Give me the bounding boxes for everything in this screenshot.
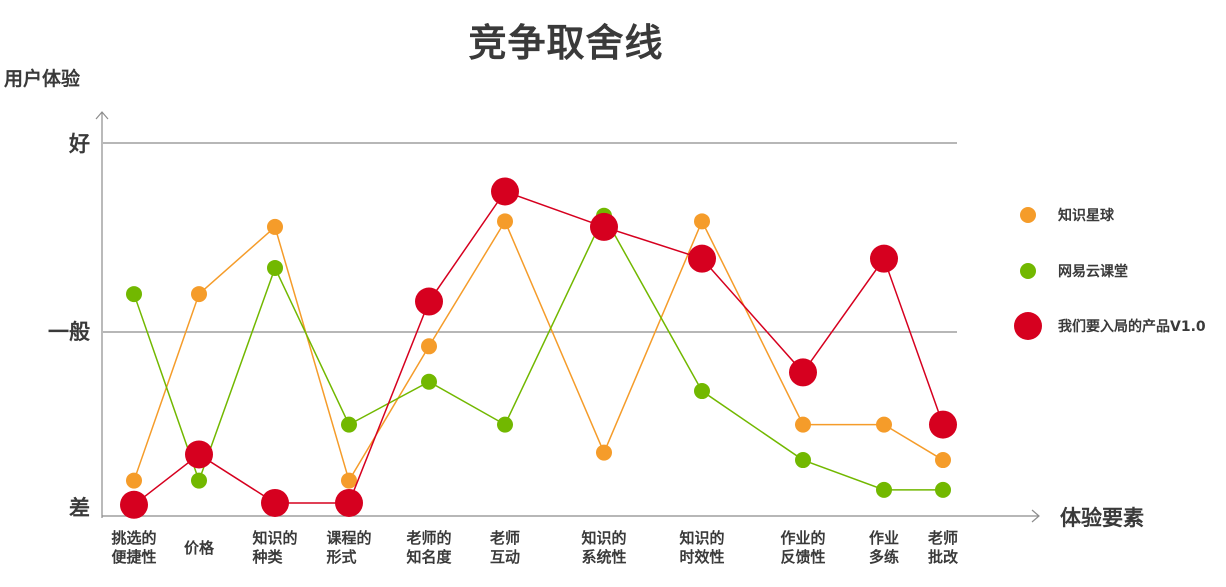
- x-category-label: 老师 互动: [489, 529, 521, 566]
- legend-marker-icon: [1014, 312, 1042, 340]
- x-category-label: 价格: [183, 539, 215, 557]
- data-point: [590, 212, 618, 241]
- data-point: [421, 338, 437, 355]
- legend-label: 知识星球: [1058, 208, 1114, 224]
- series-1: [126, 207, 951, 498]
- chart-title: 竞争取舍线: [468, 21, 664, 65]
- data-point: [491, 177, 519, 206]
- data-point: [935, 452, 951, 469]
- data-point: [185, 440, 213, 469]
- x-category-label: 知识的 系统性: [581, 529, 627, 566]
- legend-item-our-product: 我们要入局的产品V1.0: [1014, 312, 1206, 340]
- gridlines: [103, 142, 957, 333]
- data-point: [341, 472, 357, 489]
- x-category-label: 知识的 时效性: [679, 529, 725, 566]
- series-line: [133, 219, 944, 483]
- data-point: [497, 213, 513, 230]
- data-point: [497, 416, 513, 433]
- axes: [95, 111, 1040, 523]
- x-category-label: 知识的 种类: [252, 529, 298, 566]
- x-axis-title: 体验要素: [1060, 506, 1144, 530]
- data-point: [421, 373, 437, 390]
- legend-label: 我们要入局的产品V1.0: [1058, 319, 1206, 335]
- data-point: [795, 452, 811, 469]
- x-axis-arrow-icon: [1031, 509, 1040, 523]
- y-tick-good: 好: [69, 132, 90, 156]
- data-point: [694, 213, 710, 230]
- data-point: [267, 218, 283, 235]
- x-category-label: 课程的 形式: [326, 529, 372, 566]
- data-point: [191, 472, 207, 489]
- y-axis-title: 用户体验: [4, 68, 81, 90]
- data-point: [935, 481, 951, 498]
- y-tick-average: 一般: [48, 320, 90, 344]
- data-point: [341, 416, 357, 433]
- data-point: [929, 410, 957, 439]
- legend-marker-icon: [1020, 263, 1036, 279]
- data-point: [596, 444, 612, 461]
- series-line: [133, 190, 944, 506]
- data-point: [688, 244, 716, 273]
- data-point: [415, 287, 443, 316]
- data-point: [335, 488, 363, 517]
- x-category-label: 挑选的 便捷性: [111, 529, 157, 566]
- legend-label: 网易云课堂: [1058, 264, 1128, 280]
- data-point: [795, 416, 811, 433]
- data-point: [876, 416, 892, 433]
- y-axis-arrow-icon: [95, 111, 109, 120]
- legend-item-wangyiyunketang: 网易云课堂: [1014, 261, 1128, 281]
- series-0: [126, 213, 951, 489]
- y-tick-poor: 差: [69, 496, 90, 520]
- data-point: [261, 488, 289, 517]
- data-point: [126, 472, 142, 489]
- data-point: [267, 259, 283, 276]
- series-layer: [120, 177, 957, 519]
- series-line: [133, 214, 943, 491]
- series-2: [120, 177, 957, 519]
- legend-item-zhishixingqiu: 知识星球: [1014, 205, 1114, 225]
- data-point: [876, 481, 892, 498]
- x-category-label: 老师 批改: [927, 529, 959, 566]
- data-point: [120, 490, 148, 519]
- data-point: [870, 244, 898, 273]
- x-category-label: 老师的 知名度: [406, 529, 452, 566]
- data-point: [191, 286, 207, 303]
- data-point: [694, 383, 710, 400]
- legend-marker-icon: [1020, 207, 1036, 223]
- data-point: [789, 358, 817, 387]
- x-category-label: 作业 多练: [868, 529, 900, 566]
- data-point: [126, 286, 142, 303]
- x-category-label: 作业的 反馈性: [780, 529, 826, 566]
